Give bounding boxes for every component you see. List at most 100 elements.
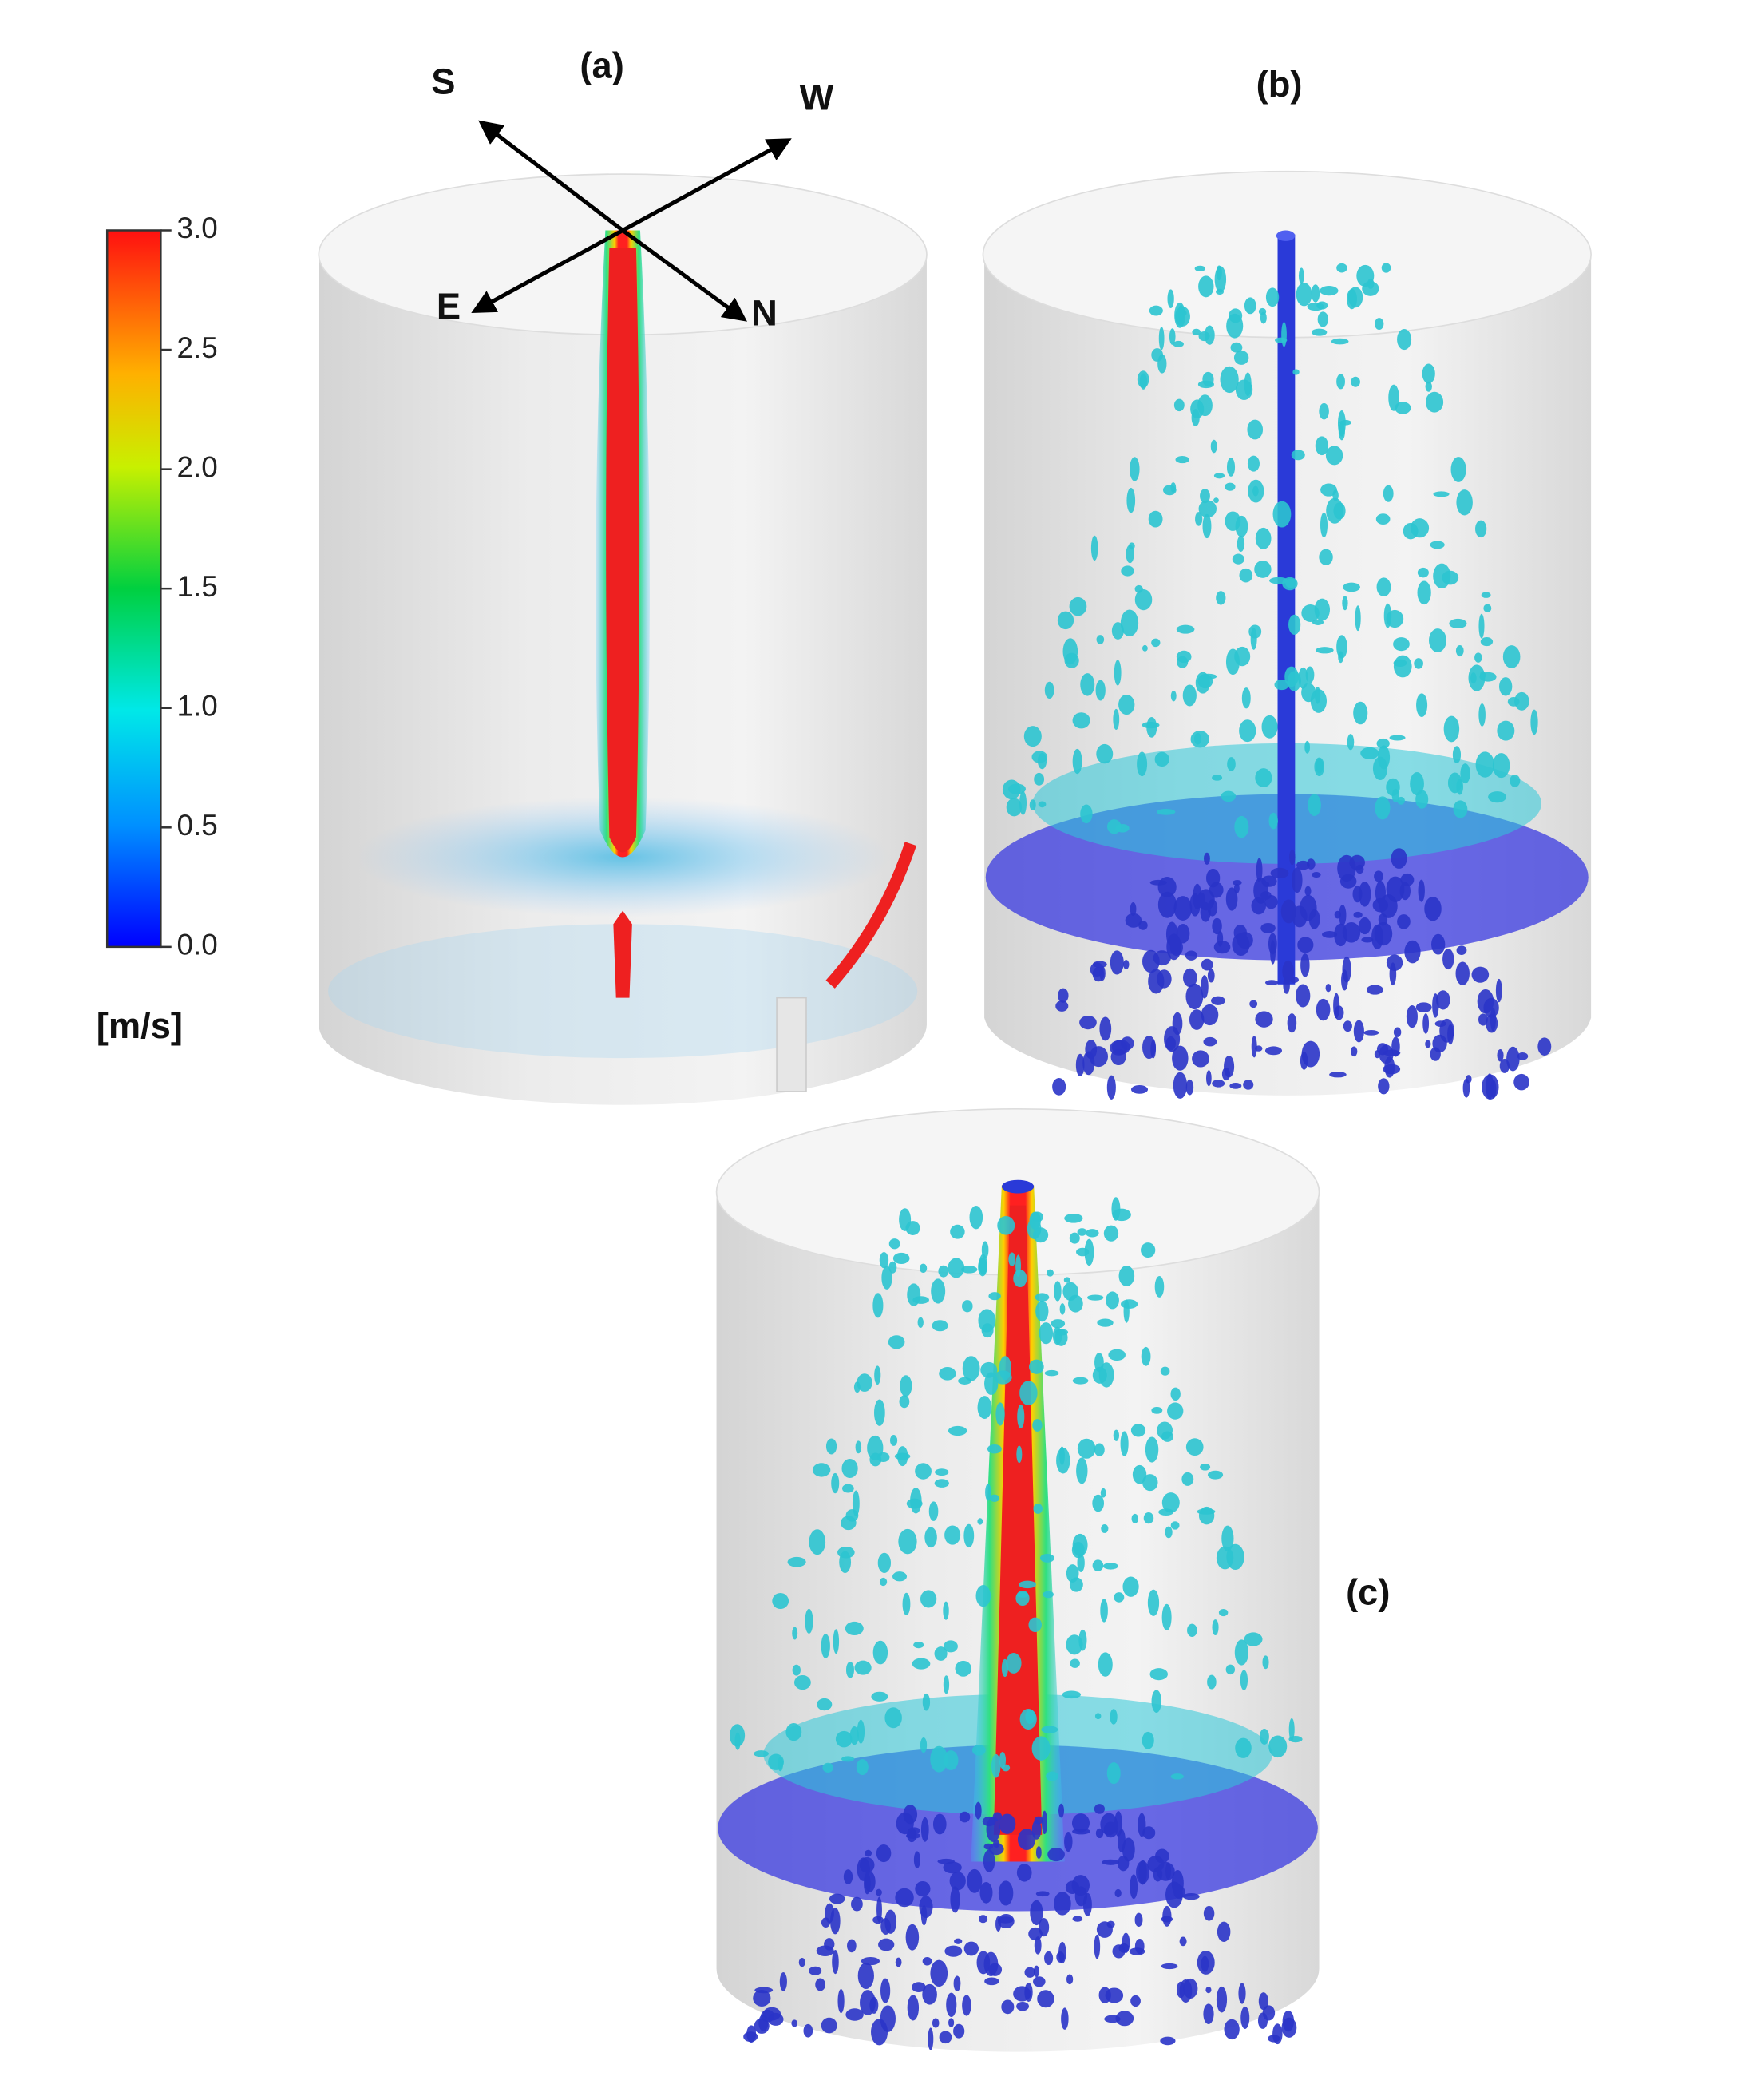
droplet xyxy=(892,1571,908,1582)
droplet xyxy=(817,1698,833,1711)
droplet xyxy=(1054,1281,1062,1302)
droplet xyxy=(1460,763,1470,784)
droplet xyxy=(1431,933,1446,955)
droplet xyxy=(1183,1978,1198,1999)
droplet xyxy=(865,1849,872,1857)
droplet xyxy=(1268,1735,1288,1758)
colorbar-tick-label: 2.0 xyxy=(176,450,217,483)
droplet xyxy=(1203,2003,1214,2024)
droplet xyxy=(1098,1652,1113,1677)
droplet xyxy=(1221,1525,1234,1551)
droplet xyxy=(967,1868,983,1893)
droplet xyxy=(1225,1664,1236,1675)
droplet xyxy=(1035,1301,1049,1322)
droplet xyxy=(1161,1916,1173,1923)
droplet xyxy=(1066,1974,1074,1985)
droplet xyxy=(977,1396,992,1420)
droplet xyxy=(1447,772,1462,794)
droplet xyxy=(1442,949,1454,970)
droplet xyxy=(1161,1431,1173,1442)
droplet xyxy=(1130,1424,1146,1437)
droplet xyxy=(1261,715,1278,739)
droplet xyxy=(1433,491,1450,497)
droplet xyxy=(1312,619,1324,625)
droplet xyxy=(1147,1855,1165,1872)
droplet xyxy=(1375,513,1391,525)
colorbar-tick-label: 0.0 xyxy=(176,929,217,961)
droplet xyxy=(959,1811,971,1823)
droplet xyxy=(1430,1047,1441,1061)
droplet xyxy=(1325,446,1343,466)
droplet xyxy=(1203,1906,1215,1921)
droplet xyxy=(854,1660,872,1675)
droplet xyxy=(1391,848,1407,869)
droplet xyxy=(1410,518,1430,538)
droplet xyxy=(1456,945,1467,956)
droplet xyxy=(1170,1773,1184,1780)
droplet xyxy=(1046,1771,1058,1781)
droplet xyxy=(1307,302,1324,311)
droplet xyxy=(1096,635,1105,644)
droplet xyxy=(1453,800,1468,818)
droplet xyxy=(991,1753,1001,1778)
droplet xyxy=(1234,1639,1249,1666)
droplet xyxy=(899,1208,912,1231)
droplet xyxy=(792,1664,801,1676)
droplet xyxy=(1410,772,1424,796)
droplet xyxy=(1120,1431,1129,1456)
droplet xyxy=(1202,513,1212,539)
panel-label: (b) xyxy=(1256,64,1303,105)
droplet xyxy=(1304,886,1312,897)
droplet xyxy=(932,2018,940,2028)
droplet xyxy=(1425,381,1432,392)
droplet xyxy=(1393,659,1407,668)
droplet xyxy=(948,1425,967,1436)
droplet xyxy=(1082,1892,1092,1916)
droplet xyxy=(1481,592,1491,598)
droplet xyxy=(845,1509,859,1522)
droplet xyxy=(934,1646,948,1661)
droplet xyxy=(1232,553,1244,565)
droplet xyxy=(1149,1668,1168,1681)
droplet xyxy=(1450,457,1466,482)
droplet xyxy=(922,1693,931,1711)
droplet xyxy=(1069,1232,1080,1244)
droplet xyxy=(1035,1293,1050,1302)
droplet xyxy=(1080,804,1093,824)
droplet xyxy=(1378,913,1388,926)
droplet xyxy=(812,1463,831,1477)
droplet xyxy=(900,1375,912,1397)
droplet xyxy=(872,1640,888,1665)
droplet xyxy=(754,1750,769,1757)
droplet xyxy=(899,1395,910,1409)
droplet xyxy=(1165,1526,1173,1539)
droplet xyxy=(1207,1470,1224,1480)
droplet xyxy=(1291,867,1303,893)
droplet xyxy=(1106,1075,1116,1100)
droplet xyxy=(1182,1893,1200,1900)
droplet xyxy=(979,1915,988,1924)
droplet xyxy=(1041,1810,1047,1835)
droplet xyxy=(1268,2035,1280,2043)
droplet xyxy=(1434,1020,1446,1028)
droplet xyxy=(1102,1563,1118,1570)
droplet xyxy=(1351,376,1360,387)
droplet xyxy=(1322,930,1338,938)
droplet xyxy=(1110,1709,1118,1725)
droplet xyxy=(842,1484,854,1493)
droplet xyxy=(1312,328,1328,336)
droplet xyxy=(1076,1457,1088,1484)
droplet xyxy=(1031,1736,1051,1761)
droplet xyxy=(1145,1436,1159,1463)
droplet xyxy=(906,1498,923,1509)
droplet xyxy=(758,2014,769,2031)
droplet xyxy=(1194,265,1206,272)
droplet xyxy=(944,1750,959,1770)
droplet xyxy=(988,1292,1001,1301)
droplet xyxy=(1141,1346,1151,1366)
droplet xyxy=(1123,960,1130,969)
droplet xyxy=(1260,311,1267,324)
droplet xyxy=(849,1726,859,1745)
droplet xyxy=(1248,624,1262,639)
droplet xyxy=(1274,680,1289,691)
